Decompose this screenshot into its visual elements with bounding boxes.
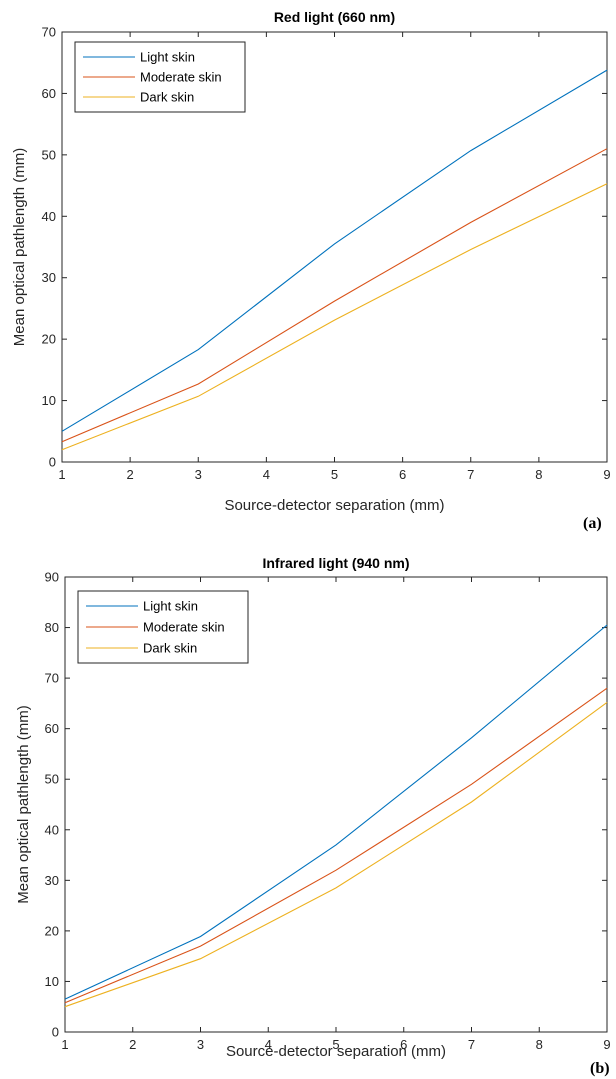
y-tick-label: 90 <box>45 570 59 585</box>
y-tick-label: 30 <box>42 270 56 285</box>
x-tick-label: 7 <box>468 1037 475 1052</box>
chart-title: Infrared light (940 nm) <box>262 555 409 571</box>
y-tick-label: 60 <box>45 721 59 736</box>
y-tick-label: 40 <box>42 209 56 224</box>
x-tick-label: 4 <box>265 1037 272 1052</box>
x-tick-label: 1 <box>58 467 65 482</box>
legend: Light skin Moderate skin Dark skin <box>77 590 249 664</box>
series-line-dark-skin <box>64 701 608 1008</box>
x-tick-label: 4 <box>263 467 270 482</box>
panel-label: (b) <box>590 1060 610 1077</box>
x-tick-label: 3 <box>197 1037 204 1052</box>
y-tick-label: 20 <box>42 332 56 347</box>
y-tick-label: 30 <box>45 873 59 888</box>
legend-label: Dark skin <box>143 641 197 656</box>
legend-label: Moderate skin <box>143 620 225 635</box>
legend-label: Dark skin <box>140 90 194 105</box>
chart-panel-a: 1 2 3 4 5 6 7 8 9 0 10 20 30 40 50 60 70 Red light (660 n… <box>11 9 611 532</box>
x-tick-label: 8 <box>535 467 542 482</box>
y-tick-label: 50 <box>42 147 56 162</box>
series-line-dark-skin <box>61 183 608 451</box>
x-tick-label: 2 <box>127 467 134 482</box>
x-tick-label: 6 <box>400 1037 407 1052</box>
legend-box <box>74 41 246 113</box>
legend-label: Light skin <box>140 50 195 65</box>
x-tick-label: 3 <box>195 467 202 482</box>
x-tick-label: 8 <box>536 1037 543 1052</box>
y-tick-label: 80 <box>45 620 59 635</box>
y-tick-label: 0 <box>52 1025 59 1040</box>
y-tick-label: 60 <box>42 86 56 101</box>
series-line-light-skin <box>61 69 608 432</box>
panel-label: (a) <box>583 515 602 532</box>
y-axis-title: Mean optical pathlength (mm) <box>11 148 28 346</box>
x-tick-label: 2 <box>129 1037 136 1052</box>
y-tick-label: 10 <box>45 974 59 989</box>
x-tick-label: 5 <box>332 1037 339 1052</box>
series-line-light-skin <box>64 624 608 1000</box>
legend-label: Light skin <box>143 599 198 614</box>
x-axis-title: Source-detector separation (mm) <box>226 1043 446 1060</box>
x-axis-title: Source-detector separation (mm) <box>224 497 444 514</box>
series-line-moderate-skin <box>64 687 608 1004</box>
y-tick-label: 70 <box>42 25 56 40</box>
x-tick-label: 6 <box>399 467 406 482</box>
y-tick-label: 0 <box>49 455 56 470</box>
legend-label: Moderate skin <box>140 70 222 85</box>
y-axis-title: Mean optical pathlength (mm) <box>15 705 32 903</box>
x-tick-label: 9 <box>603 1037 610 1052</box>
x-tick-label: 9 <box>603 467 610 482</box>
legend: Light skin Moderate skin Dark skin <box>74 41 246 113</box>
y-tick-label: 40 <box>45 822 59 837</box>
x-tick-label: 1 <box>61 1037 68 1052</box>
y-tick-label: 20 <box>45 923 59 938</box>
x-tick-label: 5 <box>331 467 338 482</box>
y-tick-label: 70 <box>45 671 59 686</box>
series-line-moderate-skin <box>61 148 608 443</box>
x-tick-label: 7 <box>467 467 474 482</box>
y-tick-label: 50 <box>45 772 59 787</box>
y-tick-label: 10 <box>42 393 56 408</box>
chart-title: Red light (660 nm) <box>274 9 395 25</box>
